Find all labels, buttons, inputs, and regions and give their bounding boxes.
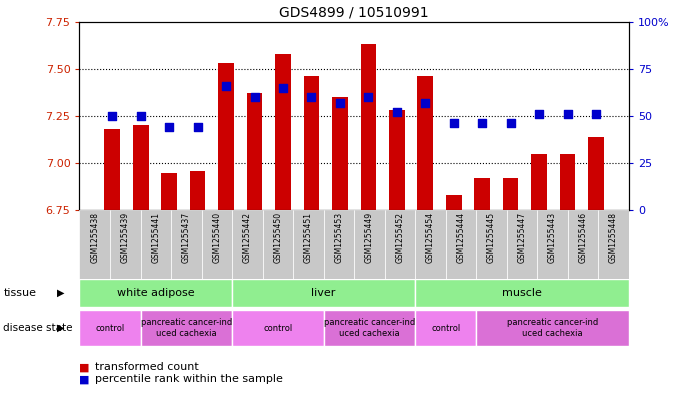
Bar	[218, 63, 234, 210]
Bar	[161, 173, 177, 210]
Bar	[303, 76, 319, 210]
Bar	[79, 310, 140, 346]
Bar	[474, 178, 490, 210]
Point	[419, 99, 430, 106]
Text: ▶: ▶	[57, 323, 64, 333]
Point	[477, 120, 488, 127]
Text: pancreatic cancer-ind
uced cachexia: pancreatic cancer-ind uced cachexia	[507, 318, 598, 338]
Bar	[323, 210, 354, 279]
Text: ▶: ▶	[57, 288, 64, 298]
Bar	[503, 178, 518, 210]
Text: GSM1255453: GSM1255453	[334, 212, 343, 263]
Text: GSM1255454: GSM1255454	[426, 212, 435, 263]
Bar	[507, 210, 538, 279]
Point	[164, 124, 175, 130]
Text: GSM1255450: GSM1255450	[274, 212, 283, 263]
Bar	[361, 44, 376, 210]
Text: GSM1255447: GSM1255447	[518, 212, 527, 263]
Point	[448, 120, 460, 127]
Bar	[588, 137, 604, 210]
Bar	[332, 97, 348, 210]
Point	[106, 113, 117, 119]
Bar	[104, 129, 120, 210]
Text: pancreatic cancer-ind
uced cachexia: pancreatic cancer-ind uced cachexia	[141, 318, 232, 338]
Point	[363, 94, 374, 100]
Bar	[140, 310, 232, 346]
Bar	[293, 210, 323, 279]
Text: control: control	[431, 324, 460, 332]
Bar	[531, 154, 547, 210]
Text: GSM1255452: GSM1255452	[395, 212, 404, 263]
Point	[220, 83, 231, 89]
Bar	[202, 210, 232, 279]
Text: control: control	[95, 324, 124, 332]
Bar	[232, 279, 415, 307]
Bar	[232, 310, 323, 346]
Bar	[140, 210, 171, 279]
Bar	[171, 210, 202, 279]
Bar	[79, 279, 232, 307]
Text: transformed count: transformed count	[95, 362, 199, 373]
Bar	[247, 93, 263, 210]
Text: percentile rank within the sample: percentile rank within the sample	[95, 374, 283, 384]
Bar	[598, 210, 629, 279]
Bar	[263, 210, 293, 279]
Point	[334, 99, 346, 106]
Bar	[110, 210, 140, 279]
Text: GSM1255437: GSM1255437	[182, 212, 191, 263]
Text: GSM1255442: GSM1255442	[243, 212, 252, 263]
Bar	[275, 54, 291, 210]
Text: pancreatic cancer-ind
uced cachexia: pancreatic cancer-ind uced cachexia	[324, 318, 415, 338]
Point	[135, 113, 146, 119]
Text: muscle: muscle	[502, 288, 542, 298]
Text: ■: ■	[79, 374, 90, 384]
Bar	[415, 310, 476, 346]
Text: GSM1255441: GSM1255441	[151, 212, 160, 263]
Text: GSM1255449: GSM1255449	[365, 212, 374, 263]
Text: white adipose: white adipose	[117, 288, 195, 298]
Bar	[79, 210, 110, 279]
Bar	[476, 310, 629, 346]
Bar	[417, 76, 433, 210]
Text: tissue: tissue	[3, 288, 37, 298]
Bar	[415, 210, 446, 279]
Point	[278, 84, 289, 91]
Text: liver: liver	[312, 288, 336, 298]
Point	[505, 120, 516, 127]
Text: control: control	[263, 324, 292, 332]
Text: GSM1255440: GSM1255440	[212, 212, 221, 263]
Bar	[323, 310, 415, 346]
Point	[591, 111, 602, 117]
Bar	[446, 195, 462, 210]
Text: disease state: disease state	[3, 323, 73, 333]
Bar	[385, 210, 415, 279]
Text: GSM1255443: GSM1255443	[548, 212, 557, 263]
Text: GSM1255451: GSM1255451	[304, 212, 313, 263]
Bar	[568, 210, 598, 279]
Point	[249, 94, 260, 100]
Bar	[354, 210, 385, 279]
Bar	[446, 210, 476, 279]
Bar	[389, 110, 405, 210]
Bar	[560, 154, 576, 210]
Text: GSM1255445: GSM1255445	[487, 212, 496, 263]
Point	[391, 109, 402, 115]
Text: GSM1255448: GSM1255448	[609, 212, 618, 263]
Bar	[476, 210, 507, 279]
Text: GSM1255439: GSM1255439	[121, 212, 130, 263]
Text: GSM1255444: GSM1255444	[457, 212, 466, 263]
Text: ■: ■	[79, 362, 90, 373]
Point	[562, 111, 573, 117]
Bar	[232, 210, 263, 279]
Bar	[538, 210, 568, 279]
Bar	[190, 171, 205, 210]
Bar	[133, 125, 149, 210]
Point	[192, 124, 203, 130]
Bar	[415, 279, 629, 307]
Text: GSM1255446: GSM1255446	[578, 212, 587, 263]
Point	[533, 111, 545, 117]
Title: GDS4899 / 10510991: GDS4899 / 10510991	[279, 5, 429, 19]
Text: GSM1255438: GSM1255438	[91, 212, 100, 263]
Point	[306, 94, 317, 100]
